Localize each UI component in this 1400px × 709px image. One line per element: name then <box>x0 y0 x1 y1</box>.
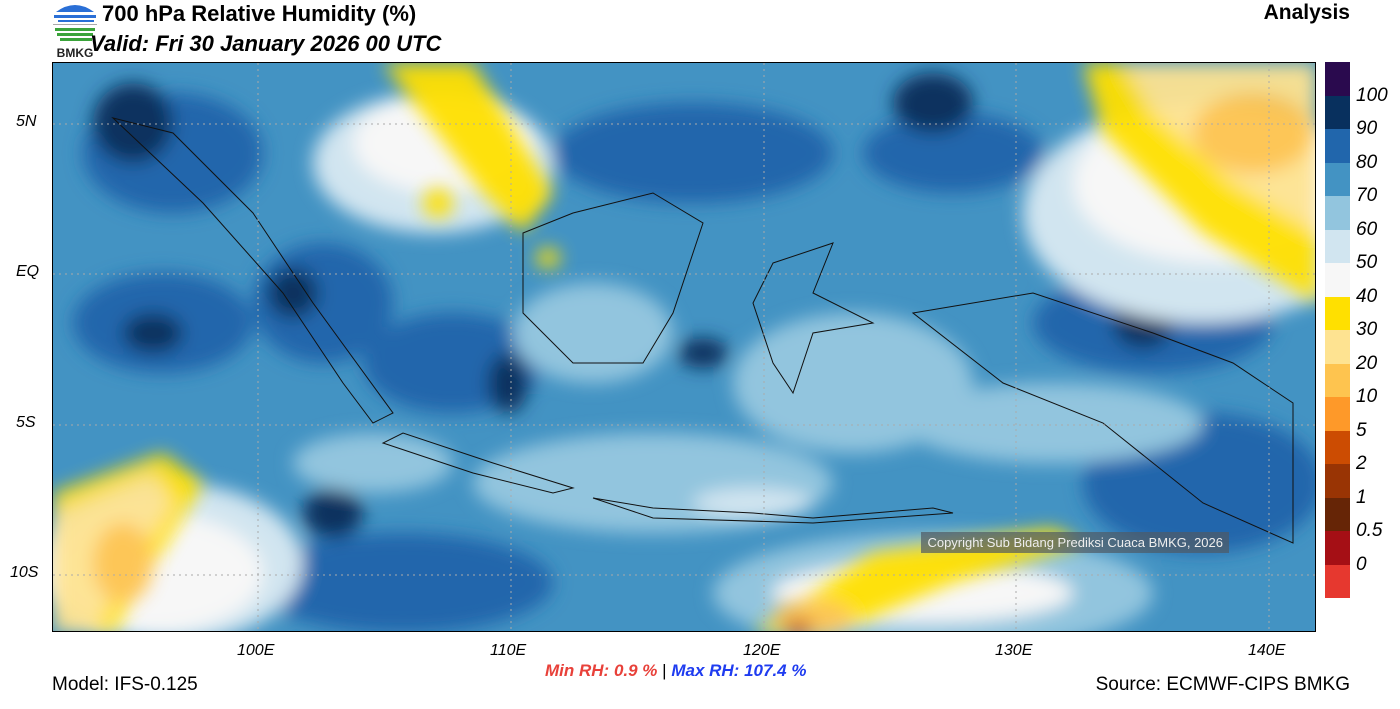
colorbar-label: 0 <box>1356 553 1367 575</box>
colorbar-segment <box>1325 531 1350 565</box>
colorbar-label: 5 <box>1356 419 1367 441</box>
colorbar <box>1325 62 1350 598</box>
min-max-rh: Min RH: 0.9 % | Max RH: 107.4 % <box>545 661 806 681</box>
copyright-notice: Copyright Sub Bidang Prediksi Cuaca BMKG… <box>921 532 1229 553</box>
colorbar-segment <box>1325 464 1350 498</box>
analysis-label: Analysis <box>1263 1 1350 24</box>
colorbar-label: 0.5 <box>1356 520 1383 541</box>
colorbar-segment <box>1325 95 1350 129</box>
colorbar-label: 60 <box>1356 218 1378 240</box>
colorbar-label: 20 <box>1356 352 1378 374</box>
lon-label: 130E <box>995 642 1033 659</box>
colorbar-label: 70 <box>1356 185 1378 206</box>
lon-label: 110E <box>490 642 527 659</box>
svg-text:BMKG: BMKG <box>57 46 94 60</box>
colorbar-label: 1 <box>1356 486 1367 508</box>
lon-label: 140E <box>1248 642 1286 659</box>
humidity-map[interactable]: Copyright Sub Bidang Prediksi Cuaca BMKG… <box>52 62 1316 632</box>
colorbar-segment <box>1325 129 1350 163</box>
colorbar-segment <box>1325 296 1350 330</box>
colorbar-label: 50 <box>1356 252 1378 273</box>
colorbar-segment <box>1325 497 1350 531</box>
colorbar-segment <box>1325 430 1350 464</box>
source-label: Source: ECMWF-CIPS BMKG <box>1095 674 1350 695</box>
colorbar-label: 30 <box>1356 319 1378 340</box>
separator: | <box>662 661 667 680</box>
colorbar-label: 2 <box>1356 453 1367 474</box>
colorbar-segment <box>1325 363 1350 397</box>
min-rh-value: 0.9 % <box>613 661 658 680</box>
colorbar-segment <box>1325 62 1350 96</box>
map-title: 700 hPa Relative Humidity (%) <box>102 1 417 26</box>
colorbar-label: 40 <box>1356 285 1378 307</box>
lat-label: 5S <box>16 414 36 431</box>
colorbar-segment <box>1325 397 1350 431</box>
bmkg-logo: BMKG <box>50 0 100 60</box>
colorbar-segment <box>1325 229 1350 263</box>
colorbar-label: 90 <box>1356 118 1378 139</box>
colorbar-label: 10 <box>1356 386 1378 407</box>
colorbar-label: 100 <box>1356 84 1388 106</box>
colorbar-segment <box>1325 330 1350 364</box>
colorbar-label: 80 <box>1356 151 1378 173</box>
colorbar-segment <box>1325 564 1350 598</box>
lat-label: 5N <box>16 113 37 130</box>
valid-time: Valid: Fri 30 January 2026 00 UTC <box>90 31 442 56</box>
max-rh-value: 107.4 % <box>744 661 807 680</box>
humidity-field <box>53 63 1315 631</box>
lon-label: 120E <box>743 642 781 659</box>
lat-label: EQ <box>16 263 40 280</box>
max-rh-label: Max RH: <box>671 661 740 680</box>
lon-label: 100E <box>237 642 275 659</box>
lat-label: 10S <box>10 564 39 581</box>
model-label: Model: IFS-0.125 <box>52 674 198 695</box>
colorbar-segment <box>1325 263 1350 297</box>
colorbar-segment <box>1325 196 1350 230</box>
min-rh-label: Min RH: <box>545 661 610 680</box>
colorbar-segment <box>1325 162 1350 196</box>
